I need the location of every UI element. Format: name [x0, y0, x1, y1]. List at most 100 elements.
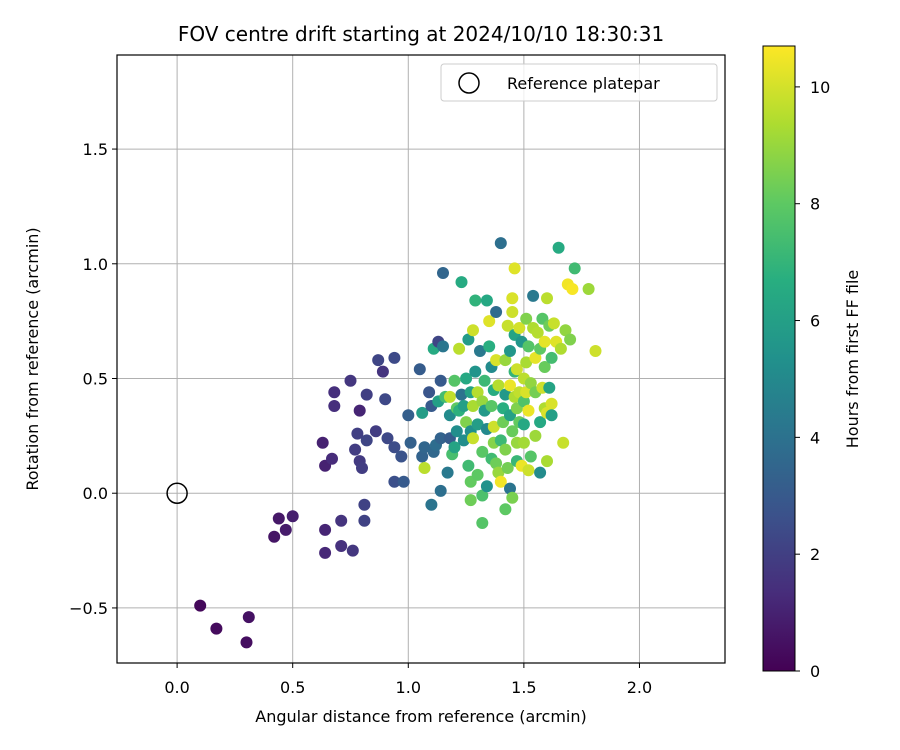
data-point — [538, 335, 551, 348]
data-point — [418, 462, 431, 474]
data-point — [510, 363, 523, 376]
data-point — [483, 315, 496, 328]
data-point — [397, 475, 410, 488]
data-point — [564, 333, 577, 346]
data-point — [476, 517, 489, 529]
data-point — [434, 374, 447, 387]
legend: Reference platepar — [440, 63, 718, 102]
gridlines — [117, 55, 725, 663]
colorbar: 0 2 4 6 8 10 Hours from first FF file — [762, 45, 862, 681]
data-point — [490, 354, 503, 367]
data-points — [194, 237, 602, 649]
data-point — [455, 388, 468, 401]
data-point — [499, 443, 512, 456]
data-point — [517, 418, 530, 431]
data-point — [501, 319, 514, 332]
data-point — [513, 322, 526, 334]
data-point — [326, 452, 338, 465]
y-tick-label: 0.0 — [83, 484, 108, 503]
data-point — [534, 466, 547, 479]
reference-marker — [166, 482, 188, 504]
data-point — [476, 489, 489, 502]
data-point — [478, 374, 491, 387]
data-point — [464, 494, 477, 507]
colorbar-gradient — [762, 45, 796, 672]
data-point — [358, 498, 371, 511]
data-point — [504, 379, 516, 392]
data-point — [437, 267, 449, 279]
data-point — [541, 292, 553, 305]
legend-marker-icon — [458, 72, 480, 94]
data-point — [527, 289, 540, 302]
data-point — [242, 611, 255, 624]
data-point — [381, 432, 394, 445]
data-point — [418, 441, 431, 454]
data-point — [358, 514, 371, 527]
data-point — [423, 386, 436, 399]
data-point — [545, 409, 558, 422]
data-point — [506, 425, 519, 438]
data-point — [286, 510, 299, 523]
data-point — [520, 312, 533, 325]
data-point — [402, 409, 415, 422]
data-point — [559, 324, 572, 337]
data-point — [480, 294, 493, 307]
data-point — [547, 317, 560, 330]
data-point — [476, 445, 489, 458]
data-point — [506, 292, 519, 305]
colorbar-tick-label: 10 — [810, 78, 830, 97]
data-point — [483, 340, 496, 353]
data-point — [499, 503, 512, 516]
x-tick-label: 0.5 — [280, 678, 305, 697]
x-axis-label: Angular distance from reference (arcmin) — [255, 707, 586, 726]
data-point — [462, 459, 475, 472]
data-point — [376, 365, 389, 378]
data-point — [492, 466, 505, 479]
legend-label: Reference platepar — [507, 74, 660, 93]
data-point — [425, 498, 438, 511]
data-point — [279, 523, 292, 536]
data-point — [434, 484, 447, 497]
data-point — [416, 450, 429, 463]
data-point — [534, 416, 547, 429]
data-point — [434, 432, 447, 445]
data-point — [490, 457, 503, 470]
data-point — [344, 374, 357, 387]
data-point — [441, 466, 454, 479]
x-tick-label: 2.0 — [627, 678, 652, 697]
data-point — [492, 379, 505, 392]
data-point — [346, 544, 359, 557]
data-point — [319, 546, 332, 559]
data-point — [471, 468, 484, 481]
data-point — [501, 462, 514, 474]
data-point — [388, 441, 401, 454]
data-point — [372, 354, 385, 367]
y-tick-label: 0.5 — [83, 370, 108, 389]
data-point — [335, 540, 348, 552]
data-point — [522, 340, 535, 353]
data-point — [541, 455, 553, 468]
data-point — [369, 425, 382, 438]
x-tick-label: 0.0 — [164, 678, 189, 697]
data-point — [490, 306, 503, 318]
data-point — [566, 283, 579, 295]
data-point — [494, 434, 507, 447]
y-tick-label: −0.5 — [69, 599, 108, 618]
data-point — [240, 636, 253, 649]
data-point — [476, 395, 489, 408]
legend-box — [440, 63, 718, 102]
y-axis-ticks: −0.5 0.0 0.5 1.0 1.5 — [69, 140, 117, 618]
colorbar-tick-label: 2 — [810, 545, 820, 564]
data-point — [552, 241, 565, 254]
data-point — [457, 400, 470, 412]
data-point — [349, 443, 362, 456]
data-point — [467, 324, 479, 337]
data-point — [356, 462, 368, 474]
x-tick-label: 1.5 — [511, 678, 536, 697]
data-point — [416, 406, 429, 419]
data-point — [395, 450, 408, 463]
data-point — [543, 381, 556, 394]
data-point — [467, 400, 479, 412]
data-point — [545, 351, 558, 364]
plot-frame — [116, 54, 726, 664]
